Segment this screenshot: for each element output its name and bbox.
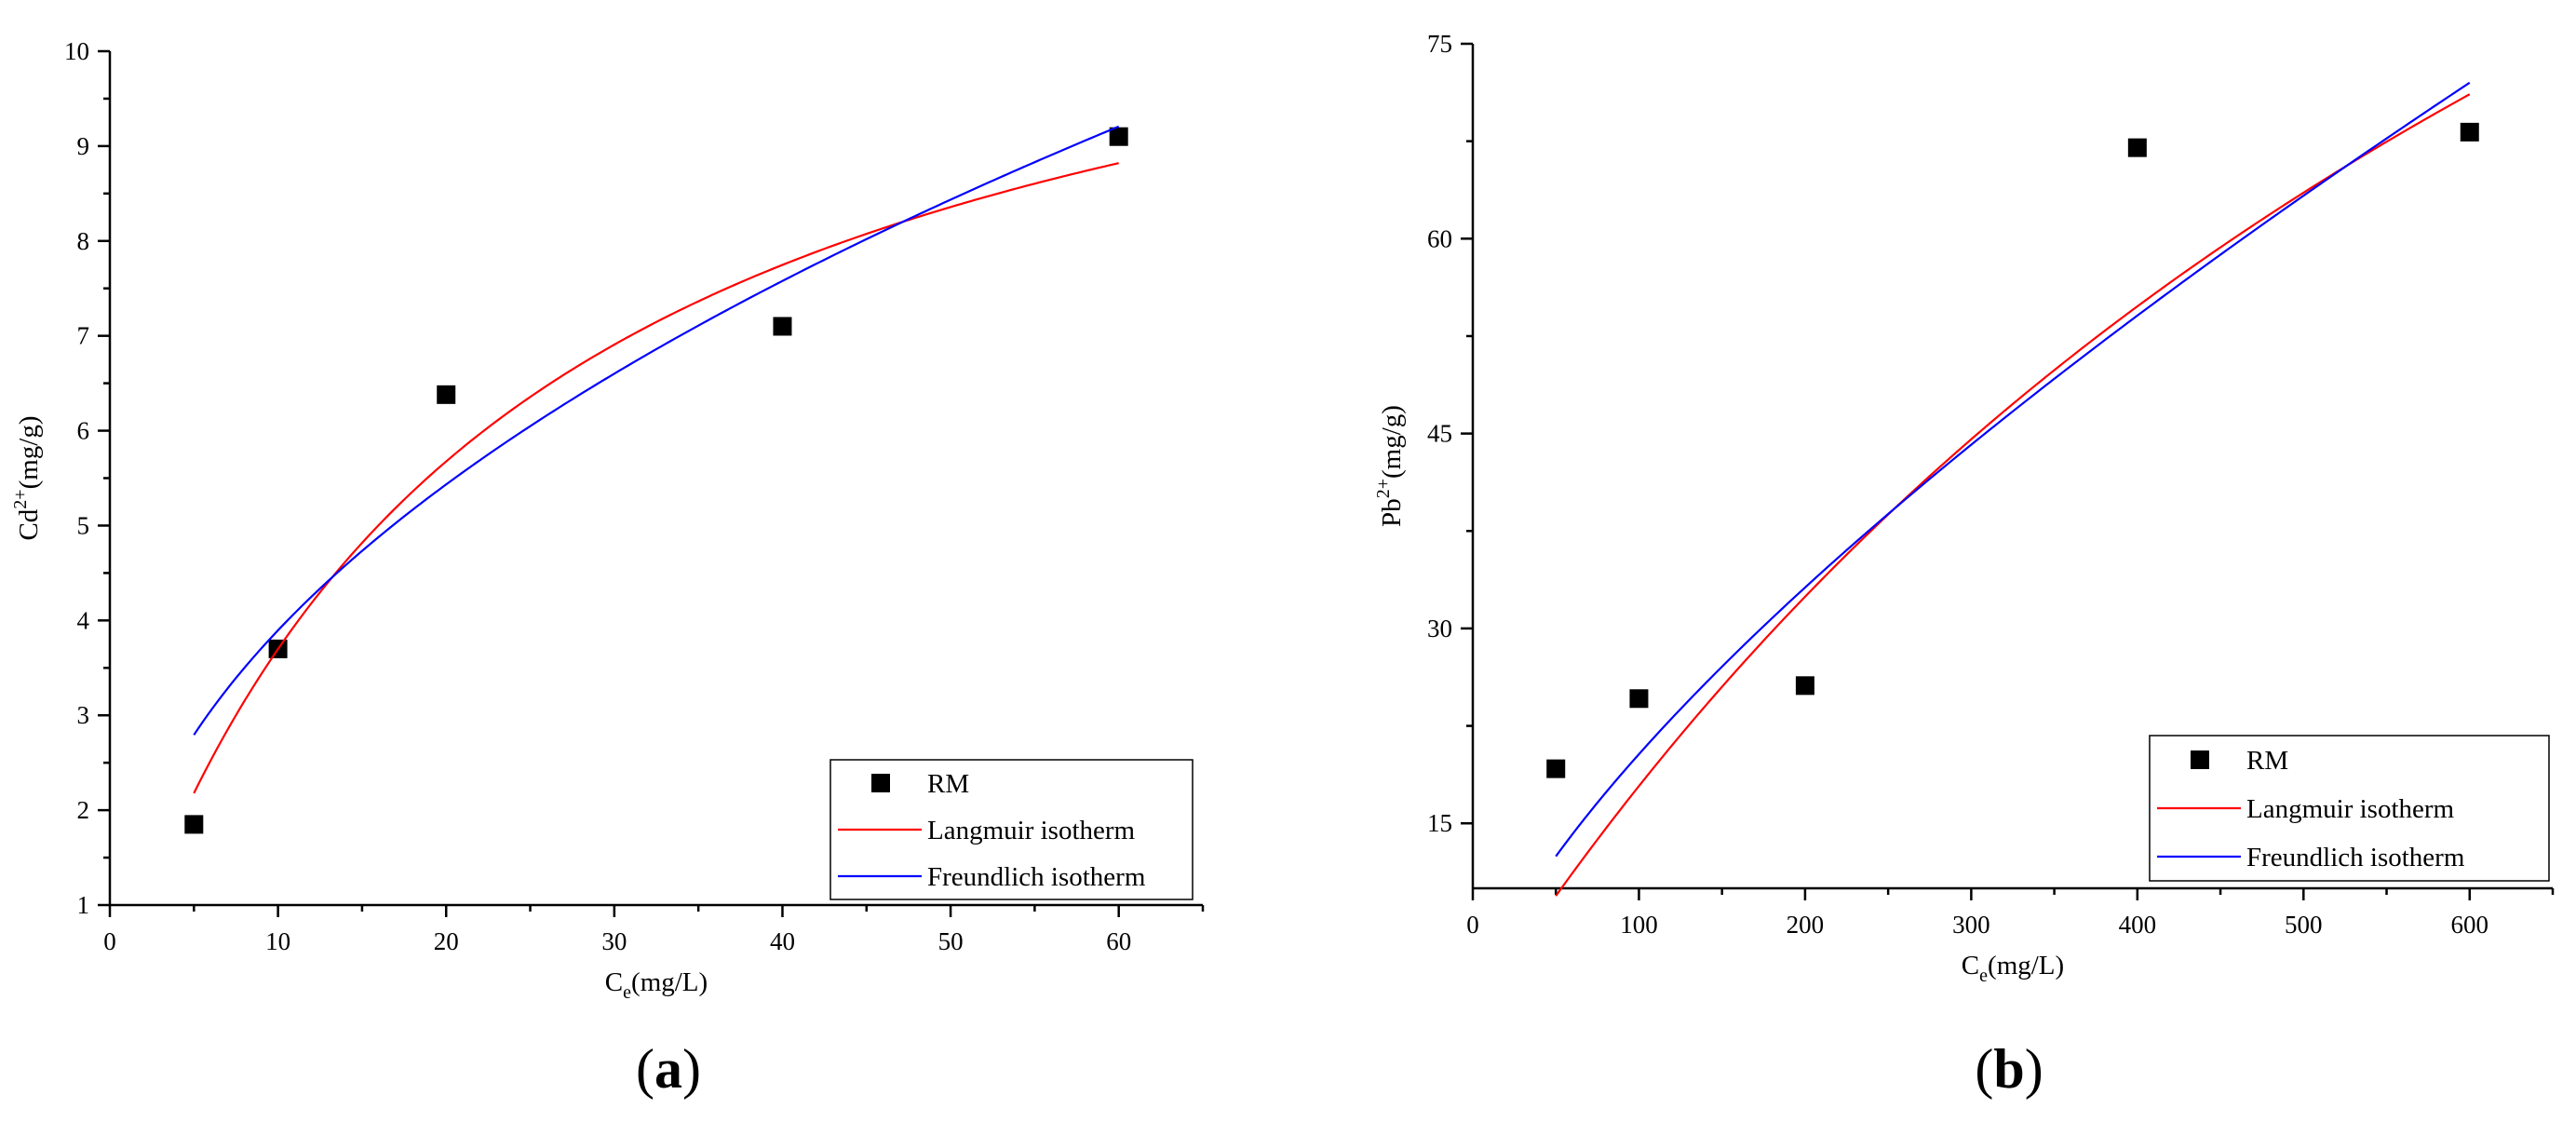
legend: RM Langmuir isotherm Freundlich isotherm: [829, 759, 1194, 900]
y-tick-label: 45: [1427, 420, 1452, 448]
data-point-rm: [1795, 676, 1814, 696]
y-axis-label-unit: (mg/g): [14, 415, 44, 489]
y-tick-label: 1: [77, 891, 90, 919]
y-tick-label: 15: [1427, 809, 1452, 837]
y-tick-label: 3: [77, 701, 90, 729]
y-tick-label: 8: [77, 227, 90, 255]
langmuir-fit-line: [193, 162, 1119, 794]
x-tick-label: 40: [770, 927, 795, 955]
x-tick-label: 600: [2451, 911, 2489, 939]
data-point-rm: [437, 385, 456, 404]
y-tick-label: 10: [64, 37, 89, 65]
x-tick-label: 60: [1106, 927, 1131, 955]
langmuir-fit-line: [1555, 93, 2471, 897]
data-point-rm: [184, 815, 204, 834]
data-point-rm: [1109, 127, 1128, 146]
panel-label: (b): [1975, 1038, 2043, 1100]
chart-panel-a: 0 10 20 30 40 50 6012345678910Ce(mg/L)Cd2+(mg/…: [10, 37, 1205, 1100]
legend-entry-label: RM: [2246, 746, 2288, 776]
panel-label-close-paren: ): [682, 1038, 701, 1100]
panel-label-close-paren: ): [2025, 1038, 2043, 1100]
data-point-rm: [1629, 689, 1649, 709]
y-axis-label-main: Pb: [1377, 498, 1407, 527]
x-tick-label: 50: [938, 927, 964, 955]
y-axis-label-unit: (mg/g): [1377, 405, 1407, 479]
x-tick-label: 500: [2285, 911, 2323, 939]
x-tick-label: 0: [103, 927, 116, 955]
legend-marker-rm: [871, 774, 890, 792]
y-axis-label: Pb2+(mg/g): [1373, 405, 1407, 527]
freundlich-fit-line: [193, 125, 1120, 736]
x-tick-label: 200: [1787, 911, 1825, 939]
x-axis-label-main: C: [1962, 951, 1979, 980]
data-point-rm: [1546, 759, 1566, 778]
y-tick-label: 75: [1427, 30, 1452, 58]
y-tick-label: 4: [77, 606, 90, 634]
x-tick-label: 300: [1952, 911, 1990, 939]
legend-entry-label: Langmuir isotherm: [2246, 794, 2455, 824]
legend-entry-label: Langmuir isotherm: [927, 816, 1136, 845]
y-tick-label: 2: [77, 796, 90, 824]
x-axis-label: Ce(mg/L): [605, 967, 708, 1003]
y-axis-label-superscript: 2+: [1373, 479, 1394, 498]
panel-label-letter: a: [654, 1038, 682, 1100]
legend-entry-label: Freundlich isotherm: [2246, 843, 2465, 872]
x-axis-label-subscript: e: [1979, 966, 1988, 986]
y-tick-label: 6: [77, 417, 90, 445]
x-tick-label: 10: [265, 927, 290, 955]
y-tick-label: 30: [1427, 615, 1452, 642]
x-tick-label: 20: [434, 927, 459, 955]
panel-label-open-paren: (: [1975, 1038, 1993, 1100]
y-tick-label: 60: [1427, 224, 1452, 252]
y-tick-label: 7: [77, 322, 90, 350]
x-tick-label: 0: [1466, 911, 1479, 939]
panel-label-letter: b: [1993, 1038, 2024, 1100]
freundlich-fit-line: [1555, 81, 2471, 858]
x-tick-label: 100: [1620, 911, 1658, 939]
x-axis-label-main: C: [605, 967, 623, 997]
legend-entry-label: RM: [927, 769, 969, 799]
x-tick-label: 400: [2119, 911, 2157, 939]
y-axis-label-main: Cd: [14, 508, 44, 540]
panel-label: (a): [636, 1038, 701, 1100]
x-axis-label: Ce(mg/L): [1962, 951, 2064, 986]
y-tick-label: 9: [77, 132, 90, 160]
y-axis-label: Cd2+(mg/g): [10, 415, 44, 540]
data-point-rm: [773, 317, 792, 336]
x-axis-label-unit: (mg/L): [631, 967, 708, 997]
legend-entry-label: Freundlich isotherm: [927, 862, 1146, 892]
x-tick-label: 30: [601, 927, 627, 955]
legend-marker-rm: [2191, 750, 2209, 769]
data-point-rm: [2460, 122, 2479, 142]
chart-panel-b: 0 100 200 300 400 500 600 15 30 45 60 75 Ce(mg/L) Pb2…: [1373, 30, 2555, 1100]
panel-label-open-paren: (: [636, 1038, 654, 1100]
legend: RM Langmuir isotherm Freundlich isotherm: [2149, 735, 2550, 882]
y-axis-label-superscript: 2+: [10, 489, 31, 508]
data-point-rm: [2127, 138, 2147, 157]
x-axis-label-unit: (mg/L): [1988, 951, 2064, 980]
y-tick-label: 5: [77, 511, 90, 539]
x-axis-label-subscript: e: [623, 982, 631, 1003]
